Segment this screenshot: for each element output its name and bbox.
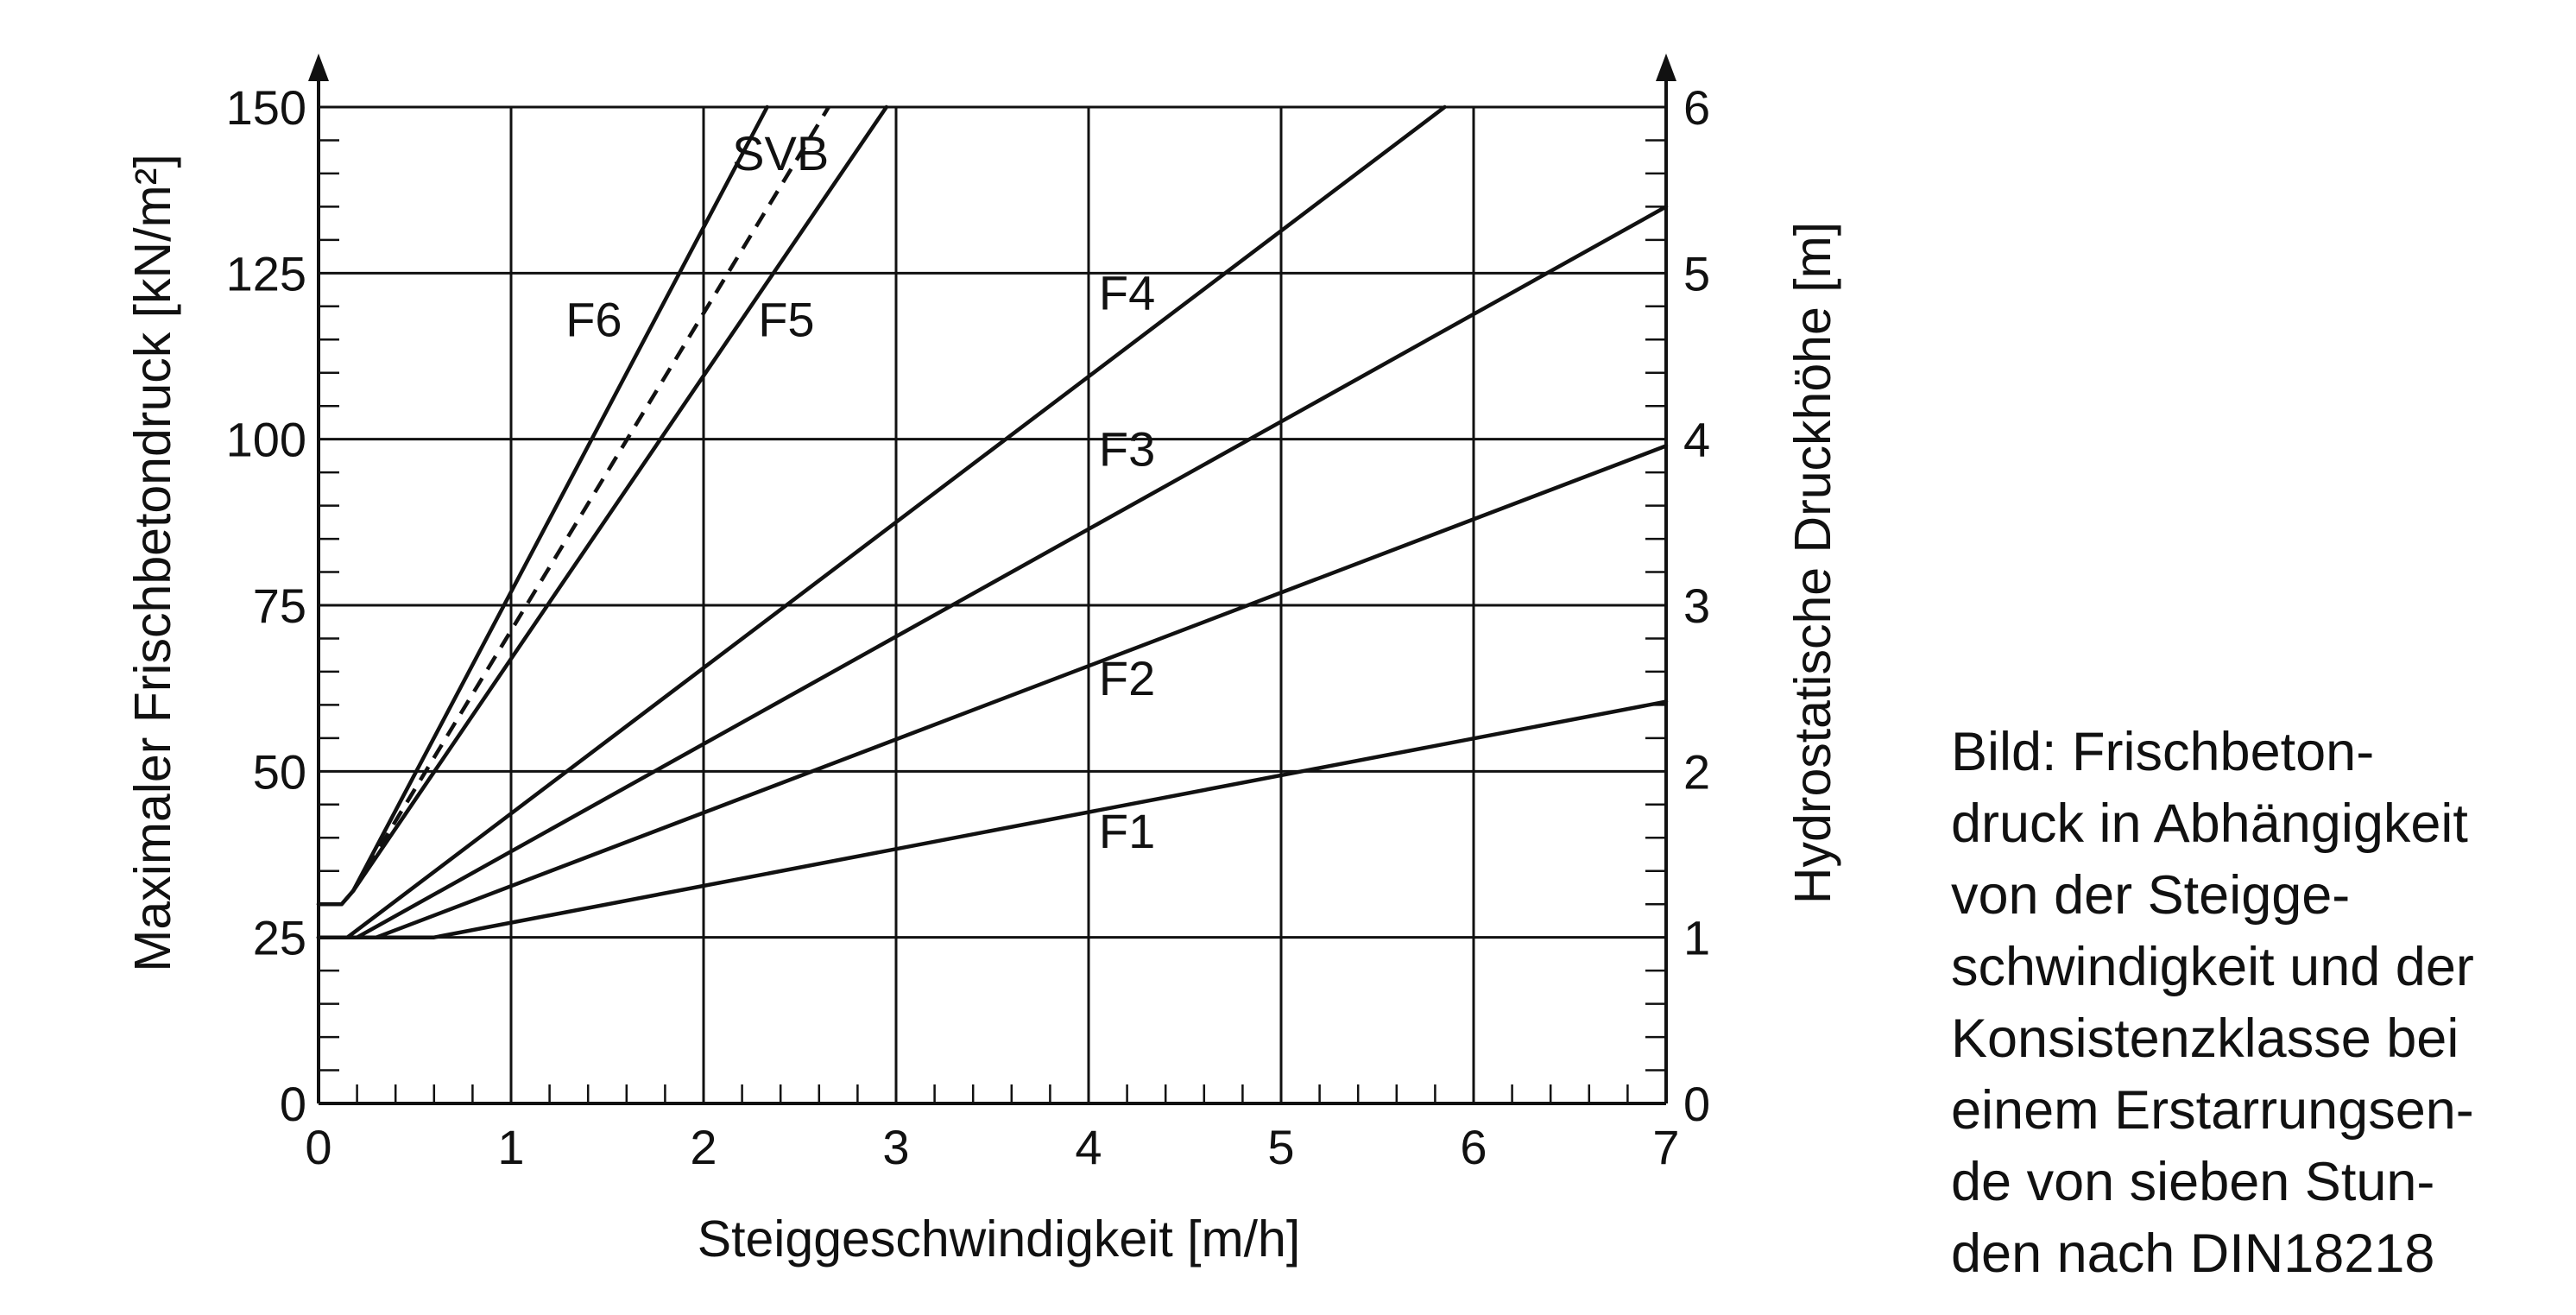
x-tick-label: 2 bbox=[690, 1120, 717, 1174]
y-tick-label: 125 bbox=[226, 246, 306, 300]
y-tick-label: 0 bbox=[280, 1077, 306, 1131]
series-line-f2 bbox=[316, 444, 1669, 939]
series-label-f5: F5 bbox=[758, 292, 814, 346]
series-label-f4: F4 bbox=[1099, 266, 1155, 320]
y-tick-label: 25 bbox=[253, 911, 306, 965]
caption-line: de von sieben Stun- bbox=[1951, 1152, 2435, 1212]
y2-axis-label: Hydrostatische Druckhöhe [m] bbox=[1784, 222, 1841, 904]
series-label-svb: SVB bbox=[732, 126, 829, 180]
y2-tick-label: 4 bbox=[1683, 413, 1710, 467]
y2-tick-label: 5 bbox=[1683, 246, 1710, 300]
y-tick-label: 150 bbox=[226, 80, 306, 135]
x-tick-label: 4 bbox=[1075, 1120, 1102, 1174]
y-axis-label: Maximaler Frischbetondruck [kN/m²] bbox=[124, 154, 181, 972]
series-group bbox=[316, 104, 1669, 939]
series-label-f2: F2 bbox=[1099, 651, 1155, 705]
minor-ticks bbox=[319, 139, 1666, 1103]
x-axis-label: Steiggeschwindigkeit [m/h] bbox=[698, 1211, 1301, 1268]
series-line-f5 bbox=[316, 104, 889, 907]
y-tick-label: 75 bbox=[253, 578, 306, 633]
caption-line: von der Steigge- bbox=[1951, 865, 2351, 926]
series-label-f3: F3 bbox=[1099, 421, 1155, 476]
grid bbox=[319, 105, 1668, 1103]
y2-axis-arrow bbox=[1656, 54, 1676, 81]
caption-line: Bild: Frischbeton- bbox=[1951, 722, 2375, 782]
series-label-f1: F1 bbox=[1099, 804, 1155, 858]
series-label-f6: F6 bbox=[565, 292, 622, 346]
x-tick-label: 6 bbox=[1460, 1120, 1487, 1174]
caption-line: den nach DIN18218 bbox=[1951, 1223, 2435, 1284]
y2-tick-label: 0 bbox=[1683, 1077, 1710, 1131]
series-line-f6 bbox=[316, 104, 769, 907]
series-labels: F1 F2 F3 F4 F5 F6 SVB bbox=[565, 126, 1155, 858]
figure-caption: Bild: Frischbeton- druck in Abhängigkeit… bbox=[1951, 717, 2555, 1290]
x-tick-label: 0 bbox=[305, 1120, 331, 1174]
caption-line: druck in Abhängigkeit bbox=[1951, 793, 2468, 854]
caption-line: Konsistenzklasse bei bbox=[1951, 1008, 2459, 1069]
y-tick-label: 100 bbox=[226, 413, 306, 467]
y2-tick-label: 1 bbox=[1683, 911, 1710, 965]
y-tick-label: 50 bbox=[253, 744, 306, 799]
x-tick-label: 7 bbox=[1652, 1120, 1679, 1174]
series-line-svb bbox=[351, 105, 830, 892]
series-line-f4 bbox=[316, 104, 1447, 939]
x-tick-label: 1 bbox=[497, 1120, 524, 1174]
x-tick-label: 5 bbox=[1267, 1120, 1294, 1174]
series-line-f1 bbox=[316, 699, 1669, 939]
y2-tick-label: 2 bbox=[1683, 744, 1710, 799]
x-tick-label: 3 bbox=[882, 1120, 909, 1174]
axes bbox=[308, 54, 1676, 1105]
y2-tick-label: 3 bbox=[1683, 578, 1710, 633]
caption-line: einem Erstarrungsen- bbox=[1951, 1080, 2474, 1141]
y2-tick-label: 6 bbox=[1683, 80, 1710, 135]
y-axis-arrow bbox=[308, 54, 329, 81]
caption-line: schwindigkeit und der bbox=[1951, 937, 2474, 997]
